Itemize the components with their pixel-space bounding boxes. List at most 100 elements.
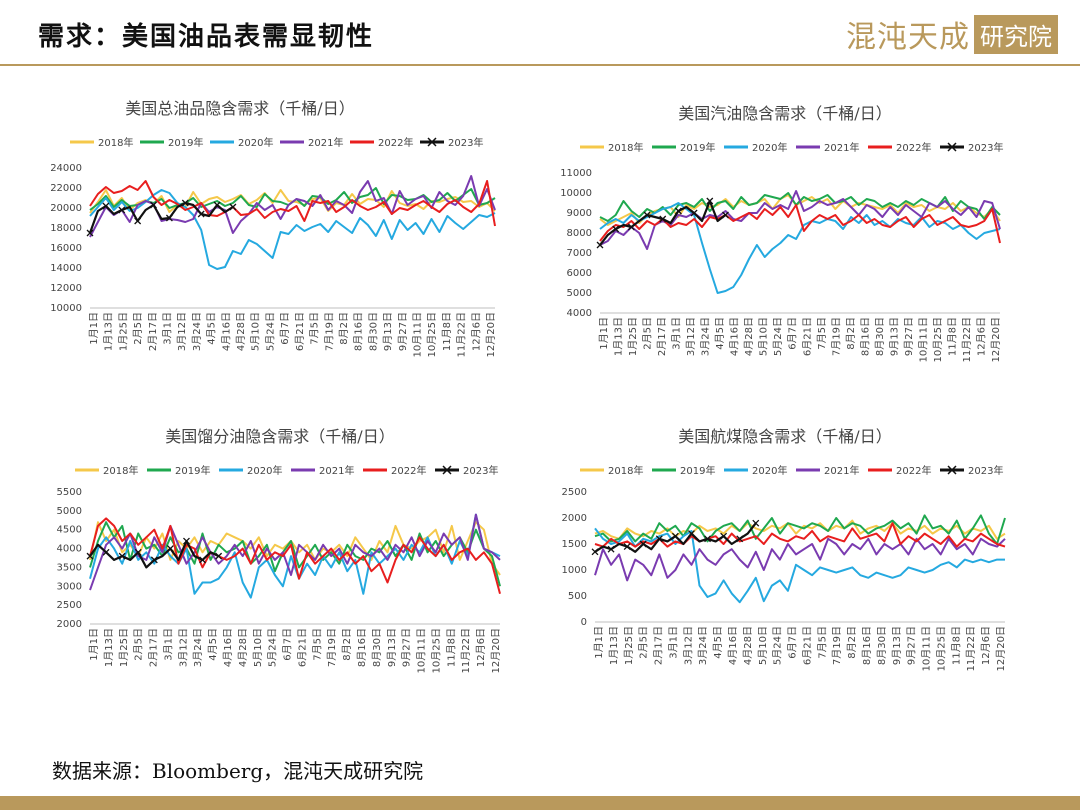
x-tick-label: 4月28日 (743, 317, 755, 356)
series-line-2019年 (594, 514, 1006, 545)
series-marker-2023 (197, 210, 205, 218)
series-marker-2023 (229, 203, 237, 211)
x-tick-label: 7月19日 (323, 312, 335, 351)
series-marker-2023 (183, 537, 190, 545)
series-marker-2023 (736, 535, 744, 543)
series-marker-2023 (607, 545, 615, 553)
x-tick-label: 3月1日 (671, 317, 683, 350)
x-tick-label: 7月5日 (816, 626, 828, 659)
y-tick-label: 1000 (562, 565, 587, 576)
series-marker-2023 (118, 206, 126, 214)
y-tick-label: 20000 (50, 203, 82, 214)
logo-box: 研究院 (974, 14, 1058, 54)
series-marker-2023 (704, 535, 712, 543)
y-tick-label: 24000 (50, 163, 82, 174)
x-tick-label: 5月10日 (758, 317, 770, 356)
legend-marker (427, 137, 437, 147)
y-tick-label: 3500 (57, 562, 82, 573)
y-tick-label: 5000 (57, 506, 82, 517)
x-tick-label: 1月1日 (593, 626, 605, 659)
x-tick-label: 5月24日 (264, 312, 276, 351)
x-tick-label: 8月2日 (338, 312, 350, 345)
legend-label: 2020年 (752, 464, 787, 477)
series-marker-2023 (213, 201, 221, 209)
x-tick-label: 4月16日 (222, 628, 234, 667)
x-tick-label: 4月16日 (727, 626, 739, 665)
series-line-2020年 (594, 527, 1005, 604)
x-tick-label: 5月24日 (772, 626, 784, 665)
page-title: 需求：美国油品表需显韧性 (38, 22, 375, 52)
x-tick-label: 12月6日 (975, 317, 987, 356)
x-tick-label: 4月16日 (729, 317, 741, 356)
x-tick-label: 6月7日 (282, 628, 294, 661)
series-marker-2023 (181, 199, 189, 207)
y-tick-label: 4000 (567, 308, 592, 319)
x-tick-label: 8月30日 (876, 626, 888, 665)
series-marker-2023 (134, 548, 142, 556)
legend-label: 2023年 (968, 141, 1003, 154)
x-tick-label: 11月8日 (946, 317, 958, 356)
x-tick-label: 7月19日 (831, 626, 843, 665)
logo: 混沌天成 研究院 (846, 14, 1058, 55)
y-tick-label: 9000 (567, 208, 592, 219)
x-tick-label: 12月20日 (995, 626, 1007, 671)
x-tick-label: 6月21日 (801, 626, 813, 665)
legend-label: 2019年 (680, 141, 715, 154)
jet-fuel-demand-chart: 美国航煤隐含需求（千桶/日） 2018年 2019年 2020年 2021年 2022年 2… (562, 427, 1007, 671)
x-tick-label: 4月5日 (714, 317, 726, 350)
y-tick-label: 6000 (567, 268, 592, 279)
x-tick-label: 5月10日 (252, 628, 264, 667)
y-tick-label: 16000 (50, 243, 82, 254)
chart-title: 美国馏分油隐含需求（千桶/日） (165, 427, 394, 446)
legend-label: 2023年 (448, 136, 483, 149)
legend-label: 2023年 (968, 464, 1003, 477)
x-tick-label: 3月1日 (667, 626, 679, 659)
y-tick-label: 5500 (57, 487, 82, 498)
series-line-2023年 (88, 201, 234, 234)
x-tick-label: 11月22日 (460, 628, 472, 673)
x-tick-label: 10月11日 (411, 312, 423, 357)
series-marker-2023 (612, 225, 620, 233)
x-tick-label: 8月2日 (341, 628, 353, 661)
x-tick-label: 8月16日 (861, 626, 873, 665)
legend-label: 2020年 (247, 464, 282, 477)
series-marker-2023 (643, 211, 651, 219)
chart-title: 美国总油品隐含需求（千桶/日） (125, 99, 354, 118)
legend-label: 2021年 (824, 464, 859, 477)
x-tick-label: 2月5日 (642, 317, 654, 350)
y-tick-label: 2000 (57, 619, 82, 630)
x-tick-label: 11月8日 (441, 312, 453, 351)
x-tick-label: 10月11日 (921, 626, 933, 671)
y-tick-label: 3000 (57, 581, 82, 592)
x-tick-label: 7月5日 (311, 628, 323, 661)
series-marker-2023 (596, 241, 604, 249)
y-tick-label: 500 (568, 591, 587, 602)
x-tick-label: 9月13日 (888, 317, 900, 356)
x-tick-label: 3月24日 (191, 312, 203, 351)
series-marker-2023 (118, 552, 126, 560)
y-tick-label: 18000 (50, 223, 82, 234)
x-tick-label: 8月30日 (874, 317, 886, 356)
series-marker-2023 (690, 209, 698, 217)
x-tick-label: 12月6日 (470, 312, 482, 351)
series-marker-2023 (215, 552, 223, 560)
x-tick-label: 12月6日 (980, 626, 992, 665)
series-marker-2023 (86, 229, 94, 237)
legend-label: 2019年 (680, 464, 715, 477)
x-tick-label: 3月12日 (176, 312, 188, 351)
x-tick-label: 5月10日 (757, 626, 769, 665)
x-tick-label: 8月16日 (859, 317, 871, 356)
x-tick-label: 4月5日 (206, 312, 218, 345)
x-tick-label: 10月11日 (917, 317, 929, 362)
x-tick-label: 4月28日 (237, 628, 249, 667)
y-tick-label: 10000 (50, 303, 82, 314)
x-tick-label: 8月16日 (356, 628, 368, 667)
y-tick-label: 2000 (562, 513, 587, 524)
y-tick-label: 7000 (567, 248, 592, 259)
x-tick-label: 1月13日 (103, 312, 115, 351)
legend-label: 2022年 (391, 464, 426, 477)
x-tick-label: 1月25日 (117, 312, 129, 351)
series-marker-2023 (674, 207, 682, 215)
legend-label: 2018年 (103, 464, 138, 477)
series-line-2020年 (599, 202, 1001, 294)
